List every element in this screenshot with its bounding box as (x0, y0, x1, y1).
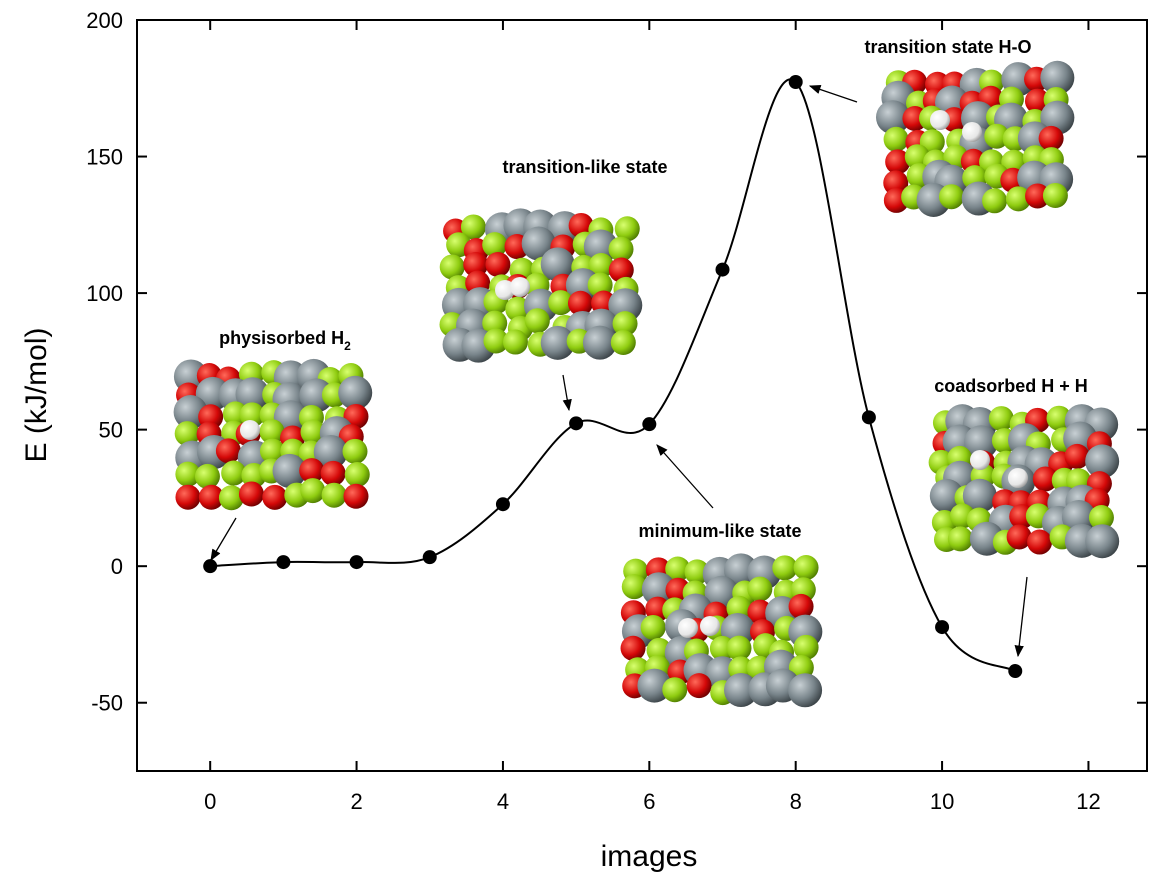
atom (485, 252, 510, 277)
atom (239, 481, 264, 506)
y-axis-title: E (kJ/mol) (20, 328, 53, 463)
x-tick-label: 10 (930, 789, 954, 814)
atom (747, 577, 772, 602)
y-tick-label: 100 (86, 281, 123, 306)
y-tick-label: 150 (86, 145, 123, 170)
x-tick-label: 6 (643, 789, 655, 814)
x-tick-label: 12 (1076, 789, 1100, 814)
hydrogen-atom (970, 450, 990, 470)
annotation-text: transition-like state (502, 157, 667, 177)
annotation-arrow (657, 445, 713, 508)
molecule-picture (440, 208, 643, 362)
data-point (862, 410, 876, 424)
atom (621, 636, 646, 661)
annotation-text: minimum-like state (638, 521, 801, 541)
annotation-subscript: 2 (344, 339, 351, 353)
hydrogen-atom (962, 122, 982, 142)
atom (300, 478, 325, 503)
y-tick-label: 0 (111, 554, 123, 579)
annotation-arrow (563, 375, 569, 410)
annotation-label: transition-like state (502, 157, 667, 177)
molecule-picture (621, 553, 823, 707)
annotation-arrow (1018, 577, 1027, 656)
molecule-picture (876, 61, 1074, 217)
annotation-label: minimum-like state (638, 521, 801, 541)
atom (262, 485, 287, 510)
hydrogen-atom (678, 618, 698, 638)
atom (948, 526, 973, 551)
atom (939, 184, 964, 209)
atom (342, 439, 367, 464)
data-point (1008, 664, 1022, 678)
annotation-text: coadsorbed H + H (934, 376, 1088, 396)
y-tick-label: 50 (99, 418, 123, 443)
atom (662, 677, 687, 702)
hydrogen-atom (930, 110, 950, 130)
annotation-arrow (810, 86, 857, 102)
atom (216, 438, 241, 463)
atom (344, 484, 369, 509)
data-point (935, 620, 949, 634)
data-point (642, 417, 656, 431)
atom (794, 555, 819, 580)
hydrogen-atom (1008, 468, 1028, 488)
atom (195, 464, 220, 489)
atom (1085, 524, 1119, 558)
annotation-text: physisorbed H (219, 328, 344, 348)
atom (1027, 530, 1052, 555)
y-tick-label: 200 (86, 8, 123, 33)
data-point (423, 550, 437, 564)
atom (884, 127, 909, 152)
atom (322, 483, 347, 508)
data-point (569, 416, 583, 430)
data-point (203, 559, 217, 573)
data-point (496, 497, 510, 511)
data-point (789, 75, 803, 89)
data-point (716, 263, 730, 277)
y-tick-label: -50 (91, 691, 123, 716)
annotation-label: physisorbed H2 (219, 328, 351, 353)
x-tick-label: 2 (350, 789, 362, 814)
molecule-picture (174, 359, 373, 510)
x-tick-label: 8 (790, 789, 802, 814)
molecule-picture (929, 404, 1120, 558)
atom (175, 485, 200, 510)
data-point (350, 555, 364, 569)
hydrogen-atom (240, 420, 260, 440)
x-tick-label: 4 (497, 789, 509, 814)
hydrogen-atom (700, 616, 720, 636)
atom (982, 188, 1007, 213)
chart: images E (kJ/mol) -50 0 50 100 150 200 0 2 4 6 8 10… (0, 0, 1168, 878)
annotation-label: transition state H-O (864, 37, 1031, 57)
atom (345, 462, 370, 487)
annotation-label: coadsorbed H + H (934, 376, 1088, 396)
atom (641, 615, 666, 640)
annotation-arrow (211, 518, 236, 560)
atom (788, 673, 822, 707)
atom (503, 330, 528, 355)
atom (687, 673, 712, 698)
atom (321, 461, 346, 486)
data-point (276, 555, 290, 569)
x-axis-title: images (601, 840, 698, 873)
hydrogen-atom (510, 277, 530, 297)
atom (1043, 183, 1068, 208)
annotation-text: transition state H-O (864, 37, 1031, 57)
atom (525, 308, 550, 333)
atom (611, 330, 636, 355)
x-tick-label: 0 (204, 789, 216, 814)
